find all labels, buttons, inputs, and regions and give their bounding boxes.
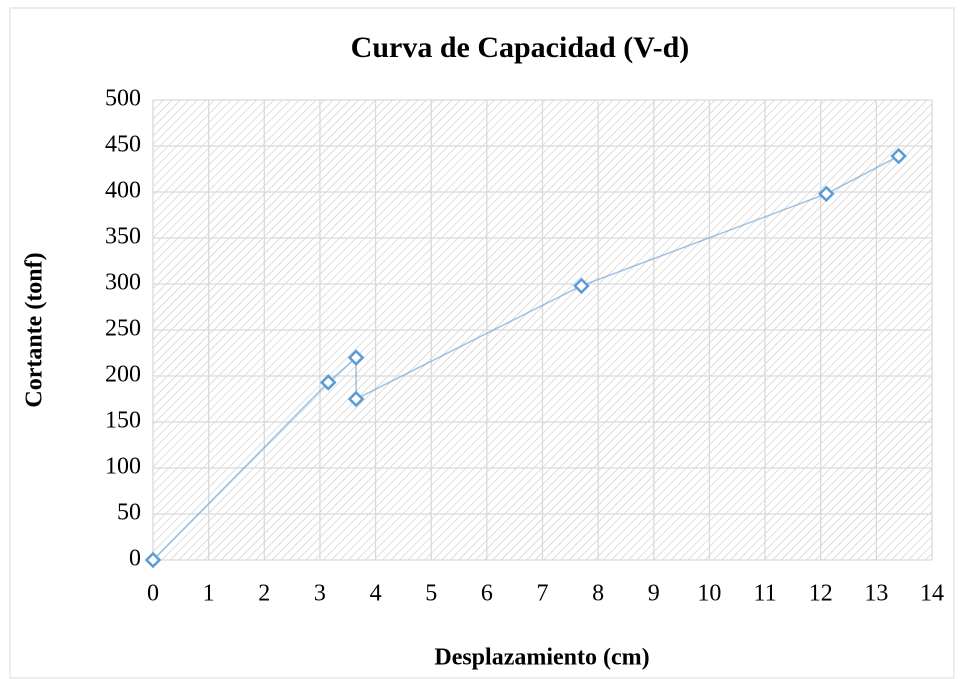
y-tick-label: 50	[117, 500, 141, 526]
marker	[890, 147, 907, 165]
chart-title: Curva de Capacidad (V-d)	[351, 31, 690, 64]
x-tick-label: 13	[864, 581, 888, 607]
y-tick-label: 450	[105, 132, 141, 158]
y-tick-label: 200	[105, 362, 141, 388]
x-tick-label: 11	[754, 581, 777, 607]
x-tick-label: 8	[592, 581, 604, 607]
y-tick-label: 400	[105, 178, 141, 204]
marker	[144, 551, 162, 569]
x-tick-label: 5	[425, 581, 437, 607]
marker	[347, 349, 365, 366]
marker	[818, 185, 835, 203]
y-tick-label: 250	[105, 316, 141, 342]
y-tick-label: 500	[105, 86, 141, 112]
x-tick-label: 10	[697, 581, 721, 607]
marker	[347, 390, 365, 408]
y-tick-label: 150	[105, 408, 141, 434]
x-tick-label: 14	[920, 581, 944, 607]
marker	[573, 277, 590, 295]
y-tick-label: 350	[105, 224, 141, 250]
x-tick-label: 12	[809, 581, 833, 607]
marker	[320, 374, 337, 391]
x-tick-label: 4	[370, 581, 382, 607]
y-tick-label: 300	[105, 270, 141, 296]
x-tick-label: 7	[537, 581, 549, 607]
y-axis-label: Cortante (tonf)	[22, 252, 48, 407]
x-tick-label: 2	[258, 581, 270, 607]
x-tick-label: 6	[481, 581, 493, 607]
x-axis-label: Desplazamiento (cm)	[434, 645, 649, 671]
x-tick-label: 3	[314, 581, 326, 607]
x-tick-label: 1	[203, 581, 215, 607]
x-tick-label: 0	[147, 581, 159, 607]
y-tick-label: 100	[105, 454, 141, 480]
x-tick-label: 9	[648, 581, 660, 607]
y-tick-label: 0	[129, 546, 141, 572]
